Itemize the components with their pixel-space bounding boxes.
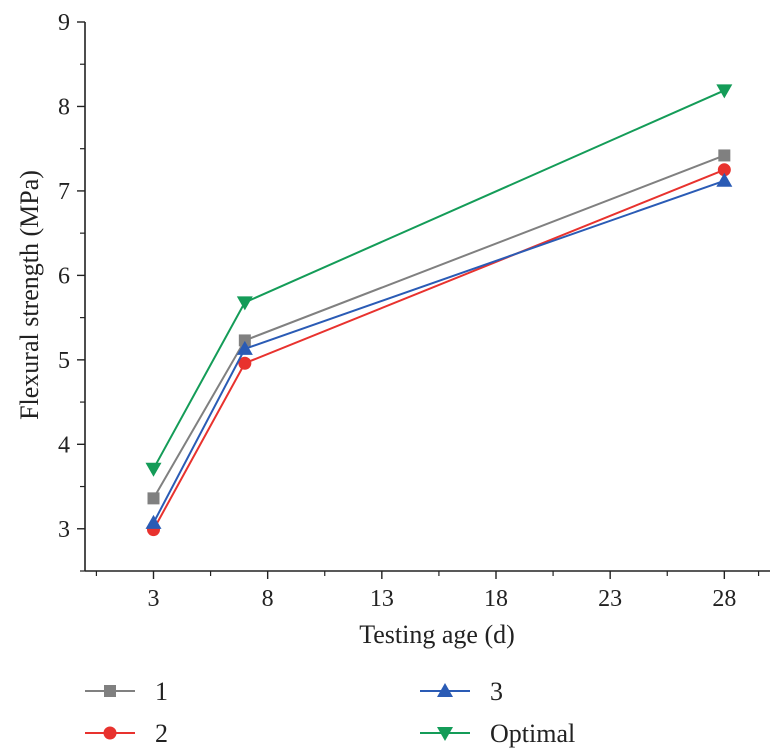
legend-label: 2 [155, 719, 168, 748]
series-layer [145, 84, 733, 537]
data-point [147, 492, 160, 505]
legend-label: 1 [155, 677, 168, 706]
x-tick-label: 13 [370, 586, 394, 612]
y-tick-label: 7 [58, 179, 70, 205]
x-tick-label: 3 [148, 586, 160, 612]
series-2 [147, 163, 731, 537]
axes: 3 8 13 18 23 28 3 4 5 6 7 8 9 [58, 10, 770, 612]
legend-label: 3 [490, 677, 503, 706]
legend-item: 1 [85, 677, 168, 706]
legend: 1 2 3 Optimal [85, 677, 575, 748]
y-tick-label: 4 [58, 432, 70, 458]
x-tick-label: 28 [712, 586, 736, 612]
series-line [152, 89, 725, 470]
y-tick-label: 6 [58, 263, 70, 289]
x-tick-label: 23 [598, 586, 622, 612]
x-tick-label: 8 [262, 586, 274, 612]
data-point [145, 514, 162, 529]
y-tick-label: 3 [58, 517, 70, 543]
y-tick-label: 5 [58, 348, 70, 374]
legend-marker [104, 685, 116, 697]
legend-marker [103, 726, 117, 740]
legend-item: 3 [420, 677, 503, 706]
legend-item: 2 [85, 719, 168, 748]
legend-label: Optimal [490, 719, 575, 748]
x-tick-label: 18 [484, 586, 508, 612]
data-point [716, 84, 733, 99]
x-axis-title: Testing age (d) [359, 620, 515, 649]
legend-marker [437, 727, 453, 741]
y-axis-title: Flexural strength (MPa) [15, 170, 44, 420]
series-optimal [145, 84, 733, 477]
series-line [152, 154, 725, 499]
series-1 [147, 149, 731, 505]
legend-marker [437, 683, 453, 697]
data-point [236, 340, 253, 355]
y-tick-label: 9 [58, 10, 70, 36]
data-point [145, 462, 162, 477]
data-point [238, 356, 252, 370]
legend-item: Optimal [420, 719, 575, 748]
series-3 [145, 172, 733, 529]
data-point [717, 163, 731, 177]
data-point [716, 172, 733, 187]
data-point [238, 334, 251, 347]
data-point [718, 149, 731, 162]
y-tick-label: 8 [58, 94, 70, 120]
data-point [236, 296, 253, 311]
